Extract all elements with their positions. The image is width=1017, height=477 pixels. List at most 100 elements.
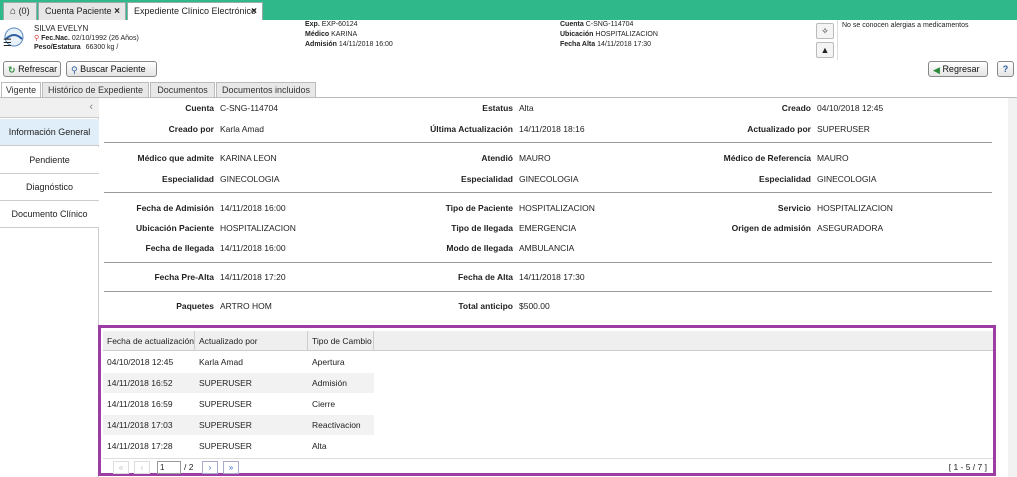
row-user: Karla Amad xyxy=(199,357,243,367)
ultima-act-field-value: 14/11/2018 18:16 xyxy=(519,124,585,134)
creado-field-value: 04/10/2018 12:45 xyxy=(817,103,884,113)
fecha-llegada-field-value: 14/11/2018 16:00 xyxy=(220,243,286,253)
collapse-nav-button[interactable]: ‹ xyxy=(0,98,99,118)
servicio-field-label: Servicio xyxy=(777,203,811,213)
first-page-button[interactable]: « xyxy=(113,461,129,474)
table-row[interactable]: 14/11/2018 16:59 SUPERUSER Cierre xyxy=(103,394,374,414)
table-row[interactable]: 14/11/2018 17:03 SUPERUSER Reactivacion xyxy=(103,415,374,435)
birthdate-value: 02/10/1992 (26 Años) xyxy=(71,35,139,42)
prev-page-button[interactable]: ‹ xyxy=(134,461,150,474)
top-tab-bar: ⌂ (0) Cuenta Paciente × Expediente Clíni… xyxy=(0,0,1017,20)
ubicacion-value: HOSPITALIZACION xyxy=(595,31,658,38)
person-icon[interactable]: ▲ xyxy=(816,42,834,58)
weight-height: Peso/Estatura 66300 kg / xyxy=(34,44,118,51)
ubicacion-label: Ubicación xyxy=(560,31,594,38)
row-user: SUPERUSER xyxy=(199,420,252,430)
patient-name: SILVA EVELYN xyxy=(34,24,89,33)
atendio-field-label: Atendió xyxy=(481,153,513,163)
servicio-field-value: HOSPITALIZACION xyxy=(817,203,893,213)
origen-admision-field-value: ASEGURADORA xyxy=(817,223,884,233)
history-grid: Fecha de actualización Actualizado por T… xyxy=(98,325,996,476)
row-user: SUPERUSER xyxy=(199,378,252,388)
search-icon: ⚲ xyxy=(71,64,78,75)
medico-label: Médico xyxy=(305,31,330,38)
nav-informacion-general[interactable]: Información General xyxy=(0,119,99,146)
tab-documentos[interactable]: Documentos xyxy=(150,82,215,98)
back-label: Regresar xyxy=(942,64,980,74)
fecha-alta-value: 14/11/2018 17:30 xyxy=(597,41,652,48)
medico-admite-field-label: Médico que admite xyxy=(137,153,214,163)
estatus-field-label: Estatus xyxy=(482,103,513,113)
section-divider xyxy=(104,262,992,263)
vitals-icon[interactable]: ✧ xyxy=(816,23,834,39)
next-page-button[interactable]: › xyxy=(202,461,218,474)
column-header-actualizado-por[interactable]: Actualizado por xyxy=(195,331,308,351)
refresh-icon: ↻ xyxy=(8,64,16,75)
row-change-type: Alta xyxy=(312,441,327,451)
fecha-alta-info: Fecha Alta 14/11/2018 17:30 xyxy=(560,41,651,48)
column-header-fecha[interactable]: Fecha de actualización xyxy=(103,331,195,351)
page-total: / 2 xyxy=(184,462,194,472)
tab-home[interactable]: ⌂ (0) xyxy=(3,2,37,20)
section-divider xyxy=(104,142,992,143)
cuenta-info: Cuenta C-SNG-114704 xyxy=(560,21,633,28)
search-patient-button[interactable]: ⚲ Buscar Paciente xyxy=(66,61,157,77)
allergy-notice: No se conocen alergias a medicamentos xyxy=(837,20,1017,60)
fecha-prealta-field-value: 14/11/2018 17:20 xyxy=(220,272,286,282)
last-page-button[interactable]: » xyxy=(223,461,239,474)
tab-divider xyxy=(0,97,1017,98)
cuenta-label: Cuenta xyxy=(560,21,584,28)
close-icon[interactable]: × xyxy=(251,6,257,17)
menu-icon[interactable]: ☰ xyxy=(3,38,12,49)
row-user: SUPERUSER xyxy=(199,441,252,451)
paquetes-field-value: ARTRO HOM xyxy=(220,301,272,311)
total-anticipo-field-value: $500.00 xyxy=(519,301,550,311)
pager: « ‹ 1 / 2 › » [ 1 - 5 / 7 ] xyxy=(103,458,993,474)
row-date: 04/10/2018 12:45 xyxy=(107,357,174,367)
especialidad-1-field-label: Especialidad xyxy=(162,174,214,184)
refresh-button[interactable]: ↻ Refrescar xyxy=(3,61,61,77)
tab-historico[interactable]: Histórico de Expediente xyxy=(42,82,149,98)
especialidad-3-field-label: Especialidad xyxy=(759,174,811,184)
origen-admision-field-label: Origen de admisión xyxy=(731,223,811,233)
nav-documento-clinico[interactable]: Documento Clínico xyxy=(0,201,99,228)
chevron-left-icon: ‹ xyxy=(89,101,93,113)
weight-label: Peso/Estatura xyxy=(34,44,81,51)
exp-label: Exp. xyxy=(305,21,320,28)
medico-value: KARINA xyxy=(331,31,358,38)
paquetes-field-label: Paquetes xyxy=(176,301,214,311)
table-row[interactable]: 04/10/2018 12:45 Karla Amad Apertura xyxy=(103,352,374,372)
especialidad-3-field-value: GINECOLOGIA xyxy=(817,174,877,184)
tab-cuenta-paciente[interactable]: Cuenta Paciente × xyxy=(38,2,126,20)
ubicacion-paciente-field-value: HOSPITALIZACION xyxy=(220,223,296,233)
page-number-input[interactable]: 1 xyxy=(157,461,181,474)
especialidad-2-field-value: GINECOLOGIA xyxy=(519,174,579,184)
tab-expediente[interactable]: Expediente Clínico Electrónico × xyxy=(127,2,263,20)
creado-field-label: Creado xyxy=(781,103,811,113)
fecha-alta-field-label: Fecha de Alta xyxy=(458,272,513,282)
nav-pendiente[interactable]: Pendiente xyxy=(0,147,99,174)
medico-ref-field-label: Médico de Referencia xyxy=(723,153,811,163)
table-row[interactable]: 14/11/2018 17:28 SUPERUSER Alta xyxy=(103,436,374,456)
patient-avatar-icon xyxy=(4,27,24,47)
nav-diagnostico[interactable]: Diagnóstico xyxy=(0,174,99,201)
column-header-tipo-cambio[interactable]: Tipo de Cambio xyxy=(308,331,374,351)
scrollbar[interactable] xyxy=(1008,98,1017,477)
total-anticipo-field-label: Total anticipo xyxy=(458,301,513,311)
tab-documentos-incluidos[interactable]: Documentos incluidos xyxy=(216,82,316,98)
medico-info: Médico KARINA xyxy=(305,31,357,38)
fecha-llegada-field-label: Fecha de llegada xyxy=(145,243,215,253)
history-grid-header: Fecha de actualización Actualizado por T… xyxy=(103,331,993,351)
help-button[interactable]: ? xyxy=(997,61,1014,77)
table-row[interactable]: 14/11/2018 16:52 SUPERUSER Admisión xyxy=(103,373,374,393)
birthdate: ⚲ Fec.Nac. 02/10/1992 (26 Años) xyxy=(34,34,139,42)
actualizado-por-field-label: Actualizado por xyxy=(747,124,811,134)
weight-value: 66300 kg / xyxy=(85,44,119,51)
tipo-paciente-field-value: HOSPITALIZACION xyxy=(519,203,595,213)
close-icon[interactable]: × xyxy=(114,6,120,17)
tab-vigente[interactable]: Vigente xyxy=(1,82,41,98)
especialidad-1-field-value: GINECOLOGIA xyxy=(220,174,280,184)
back-button[interactable]: ◀ Regresar xyxy=(928,61,988,77)
creado-por-field-value: Karla Amad xyxy=(220,124,264,134)
row-change-type: Apertura xyxy=(312,357,345,367)
